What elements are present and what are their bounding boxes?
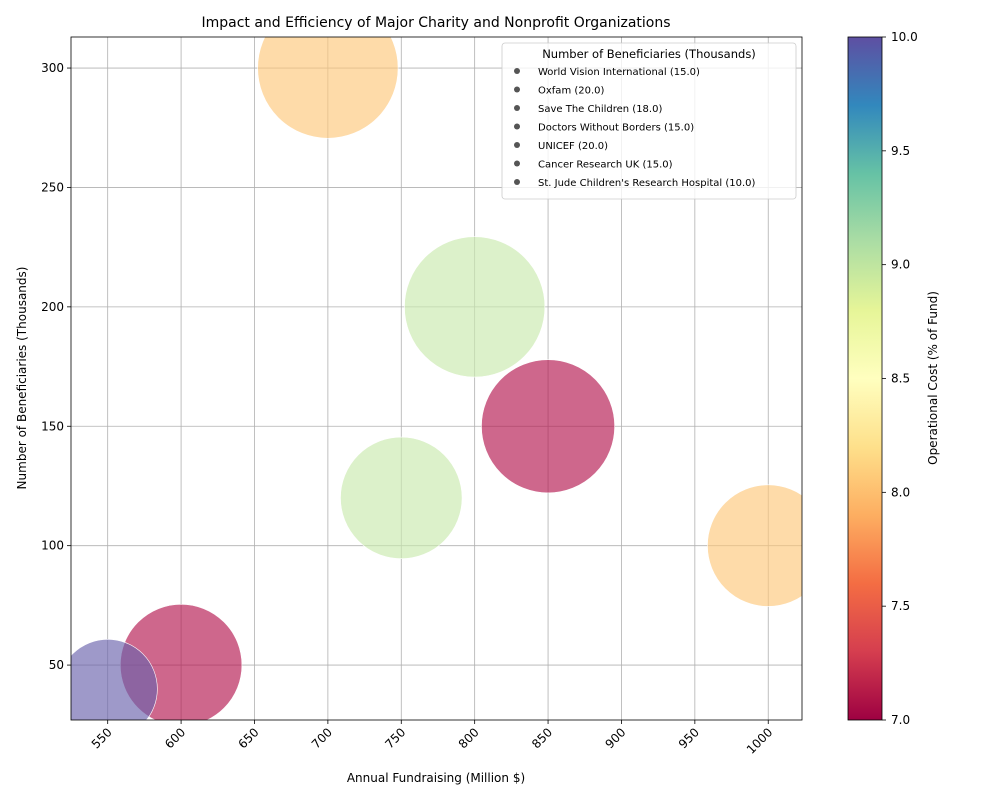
legend-entry: St. Jude Children's Research Hospital (1…	[538, 178, 756, 189]
x-axis-label: Annual Fundraising (Million $)	[347, 771, 525, 785]
colorbar-tick-label: 10.0	[891, 30, 918, 44]
x-tick-label: 1000	[744, 725, 775, 756]
colorbar-tick-label: 8.5	[891, 372, 910, 386]
x-tick-label: 750	[382, 725, 408, 751]
x-tick-label: 650	[236, 725, 262, 751]
legend-box	[501, 42, 797, 200]
colorbar-tick-label: 7.5	[891, 599, 910, 613]
legend: Number of Beneficiaries (Thousands) Worl…	[501, 42, 797, 200]
colorbar: 7.0 7.5 8.0 8.5 9.0 9.5 10.0 Operational Cost …	[847, 30, 940, 727]
x-tick-label: 950	[676, 725, 702, 751]
y-tick-label: 150	[41, 419, 64, 433]
colorbar-tick-label: 7.0	[891, 713, 910, 727]
legend-marker	[514, 160, 520, 167]
bubble-point	[71, 639, 158, 720]
y-tick-label: 100	[41, 539, 64, 553]
x-tick-label: 700	[309, 725, 335, 751]
y-tick-label: 200	[41, 300, 64, 314]
bubble-point	[481, 359, 615, 494]
legend-entry: UNICEF (20.0)	[538, 141, 608, 152]
legend-marker	[514, 123, 520, 130]
x-tick-label: 850	[529, 725, 555, 751]
y-tick-label: 50	[49, 658, 64, 672]
bubble-point	[257, 37, 399, 139]
chart-title: Impact and Efficiency of Major Charity a…	[201, 15, 670, 31]
x-tick-label: 550	[89, 725, 115, 751]
colorbar-gradient	[847, 36, 883, 721]
plot-frame	[70, 36, 803, 721]
legend-entry: Oxfam (20.0)	[538, 86, 605, 97]
bubble-point	[340, 436, 463, 560]
x-tick-label: 600	[162, 725, 188, 751]
legend-entry: World Vision International (15.0)	[538, 67, 700, 78]
x-tick-label: 900	[602, 725, 628, 751]
legend-marker	[514, 105, 520, 111]
legend-entry: Cancer Research UK (15.0)	[538, 160, 673, 171]
x-axis-ticks: 550 600 650 700 750 800 850 900 950 1000	[89, 720, 775, 757]
legend-marker	[514, 142, 520, 148]
colorbar-ticks: 7.0 7.5 8.0 8.5 9.0 9.5 10.0	[882, 30, 918, 727]
y-axis-label: Number of Beneficiaries (Thousands)	[15, 267, 29, 490]
legend-marker	[514, 86, 520, 93]
colorbar-tick-label: 9.5	[891, 144, 910, 158]
y-axis-ticks: 50 100 150 200 250 300	[41, 61, 71, 672]
y-tick-label: 300	[41, 61, 64, 75]
legend-marker	[514, 179, 520, 185]
colorbar-tick-label: 8.0	[891, 485, 910, 499]
colorbar-tick-label: 9.0	[891, 258, 910, 272]
legend-entry: Save The Children (18.0)	[538, 104, 662, 115]
bubble-point	[404, 236, 546, 378]
x-tick-label: 800	[456, 725, 482, 751]
legend-items: World Vision International (15.0) Oxfam (…	[514, 67, 756, 189]
legend-marker	[514, 68, 520, 74]
bubble-series	[71, 37, 802, 720]
legend-title: Number of Beneficiaries (Thousands)	[542, 47, 756, 61]
y-tick-label: 250	[41, 180, 64, 194]
colorbar-label: Operational Cost (% of Fund)	[926, 291, 940, 465]
legend-entry: Doctors Without Borders (15.0)	[538, 123, 694, 134]
bubble-point	[707, 484, 802, 607]
